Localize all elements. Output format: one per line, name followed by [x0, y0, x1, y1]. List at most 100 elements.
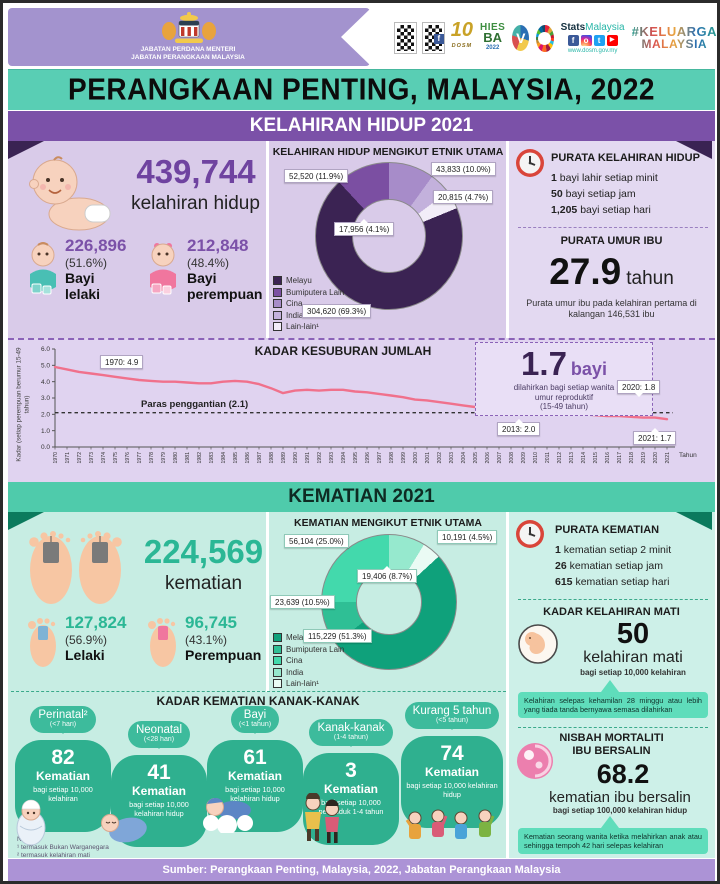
- arrow-up-icon: [601, 680, 619, 692]
- birth-rates-rows: 1 bayi lahir setiap minit 50 bayi setiap…: [551, 170, 658, 218]
- hies-ba-logo: HIES BA 2022: [479, 22, 506, 52]
- rate-row: 615 kematian setiap hari: [555, 576, 670, 588]
- svg-text:1995: 1995: [353, 452, 359, 464]
- keluarga-malaysia-logo: #KELUARGA MALAYSIA: [631, 24, 717, 51]
- replacement-level-label: Paras penggantian (2.1): [141, 399, 249, 410]
- stillbirth-note: Kelahiran selepas kehamilan 28 minggu at…: [518, 692, 708, 718]
- births-male-pct: (51.6%): [65, 256, 108, 270]
- births-donut-chart: [315, 162, 463, 310]
- svg-text:2005: 2005: [473, 452, 479, 464]
- svg-text:1997: 1997: [377, 452, 383, 464]
- fertility-chart-title: KADAR KESUBURAN JUMLAH: [254, 344, 432, 358]
- mother-age-title: PURATA UMUR IBU: [560, 235, 663, 247]
- callout-bumiputera-lain-deaths: 23,639 (10.5%): [270, 595, 335, 609]
- birth-rates-title: PURATA KELAHIRAN HIDUP: [551, 152, 700, 164]
- twitter-icon[interactable]: t: [593, 35, 605, 46]
- svg-text:2002: 2002: [437, 452, 443, 464]
- divider: [518, 599, 708, 600]
- facebook-icon[interactable]: f: [567, 35, 579, 46]
- callout-2013: 2013: 2.0: [497, 419, 541, 436]
- svg-text:1979: 1979: [161, 452, 167, 464]
- maternal-title-1: NISBAH MORTALITI: [559, 732, 664, 744]
- female-foot-icon: [145, 611, 181, 669]
- child-group-bayi: Bayi (<1 tahun) 61 Kematian bagi setiap …: [207, 706, 303, 832]
- svg-text:2016: 2016: [605, 452, 611, 464]
- svg-text:2008: 2008: [509, 452, 515, 464]
- legend-item: India: [273, 310, 344, 320]
- group-bubble: Kurang 5 tahun (<5 tahun): [404, 702, 500, 730]
- maternal-note: Kematian seorang wanita ketika melahirka…: [518, 828, 708, 854]
- tfr-value: 1.7: [521, 345, 567, 382]
- callout-2020: 2020: 1.8: [617, 380, 661, 397]
- stillbirth-value: 50: [616, 618, 650, 650]
- column-divider: [506, 141, 509, 338]
- svg-text:2013: 2013: [569, 452, 575, 464]
- sleeping-baby-icon: [99, 808, 149, 846]
- births-male-stat: 226,896 (51.6%) Bayi lelaki: [65, 236, 145, 302]
- deaths-section-header: KEMATIAN 2021: [8, 482, 715, 512]
- child-mortality-title: KADAR KEMATIAN KANAK-KANAK: [156, 694, 360, 708]
- svg-text:1976: 1976: [125, 452, 131, 464]
- tfr-highlight-box: 1.7 bayi dilahirkan bagi setiap wanita um…: [475, 342, 653, 416]
- stillbirth-label: kelahiran mati: [583, 649, 683, 666]
- male-foot-icon: [25, 611, 61, 669]
- column-divider: [506, 512, 509, 858]
- deaths-male-stat: 127,824 (56.9%) Lelaki: [65, 613, 145, 663]
- stats-malaysia-brand: StatsMalaysia: [560, 22, 625, 33]
- svg-text:1972: 1972: [77, 452, 83, 464]
- svg-text:2020: 2020: [653, 452, 659, 464]
- legend-item: Lain-lain¹: [273, 679, 344, 688]
- legend-item: Melayu: [273, 633, 344, 642]
- deaths-female-stat: 96,745 (43.1%) Perempuan: [185, 613, 275, 663]
- svg-text:1982: 1982: [197, 452, 203, 464]
- callout-india-deaths: 19,406 (8.7%): [357, 566, 418, 583]
- mother-baby-icon: [515, 741, 555, 781]
- deaths-male-value: 127,824: [65, 613, 127, 632]
- births-female-stat: 212,848 (48.4%) Bayi perempuan: [187, 236, 267, 302]
- svg-text:2010: 2010: [533, 452, 539, 464]
- mother-age-unit: tahun: [626, 268, 674, 289]
- svg-text:1975: 1975: [113, 452, 119, 464]
- svg-text:1994: 1994: [341, 452, 347, 464]
- svg-text:5.0: 5.0: [41, 363, 50, 370]
- svg-text:2021: 2021: [665, 452, 671, 464]
- births-female-value: 212,848: [187, 236, 249, 255]
- group-bubble: Neonatal (<28 hari): [127, 721, 191, 749]
- youtube-icon[interactable]: ▶: [606, 35, 618, 46]
- agency-name: JABATAN PERDANA MENTERI JABATAN PERANGKA…: [68, 46, 308, 62]
- website-url[interactable]: www.dosm.gov.my: [567, 48, 618, 54]
- svg-text:1988: 1988: [269, 452, 275, 464]
- legend-item: Melayu: [273, 276, 344, 285]
- callout-lain-lain-deaths: 10,191 (4.5%): [437, 530, 498, 544]
- mother-age-value-row: 27.9 tahun: [510, 251, 713, 293]
- svg-text:2.0: 2.0: [41, 412, 50, 419]
- svg-text:2019: 2019: [641, 452, 647, 464]
- callout-cina-deaths: 56,104 (25.0%): [284, 534, 349, 548]
- rate-row: 1 kematian setiap 2 minit: [555, 544, 672, 556]
- births-total: 439,744: [136, 153, 256, 190]
- svg-text:0.0: 0.0: [41, 444, 50, 451]
- corner-decoration: [8, 141, 44, 159]
- deaths-female-pct: (43.1%): [185, 633, 228, 647]
- instagram-icon[interactable]: o: [580, 35, 592, 46]
- donut-hole: [352, 199, 426, 273]
- sdg-wheel-logo: [536, 24, 554, 52]
- svg-text:1991: 1991: [305, 452, 311, 464]
- two-children-icon: [299, 793, 345, 849]
- births-female-pct: (48.4%): [187, 256, 230, 270]
- svg-text:2001: 2001: [425, 452, 431, 464]
- callout-bumiputera-lain: 52,520 (11.9%): [284, 169, 349, 183]
- svg-text:1.0: 1.0: [41, 428, 50, 435]
- deaths-donut-title: KEMATIAN MENGIKUT ETNIK UTAMA: [293, 517, 482, 529]
- arrow-up-icon: [601, 816, 619, 828]
- title-band: PERANGKAAN PENTING, MALAYSIA, 2022: [8, 69, 715, 110]
- svg-text:2009: 2009: [521, 452, 527, 464]
- maternal-value: 68.2: [596, 759, 650, 789]
- svg-text:2014: 2014: [581, 452, 587, 464]
- svg-text:1971: 1971: [65, 452, 71, 464]
- deaths-donut-chart: [321, 534, 457, 670]
- svg-text:2004: 2004: [461, 452, 467, 464]
- svg-text:1983: 1983: [209, 452, 215, 464]
- baby-on-cloud-icon: [197, 791, 261, 833]
- death-rates-rows: 1 kematian setiap 2 minit 26 kematian se…: [555, 542, 671, 590]
